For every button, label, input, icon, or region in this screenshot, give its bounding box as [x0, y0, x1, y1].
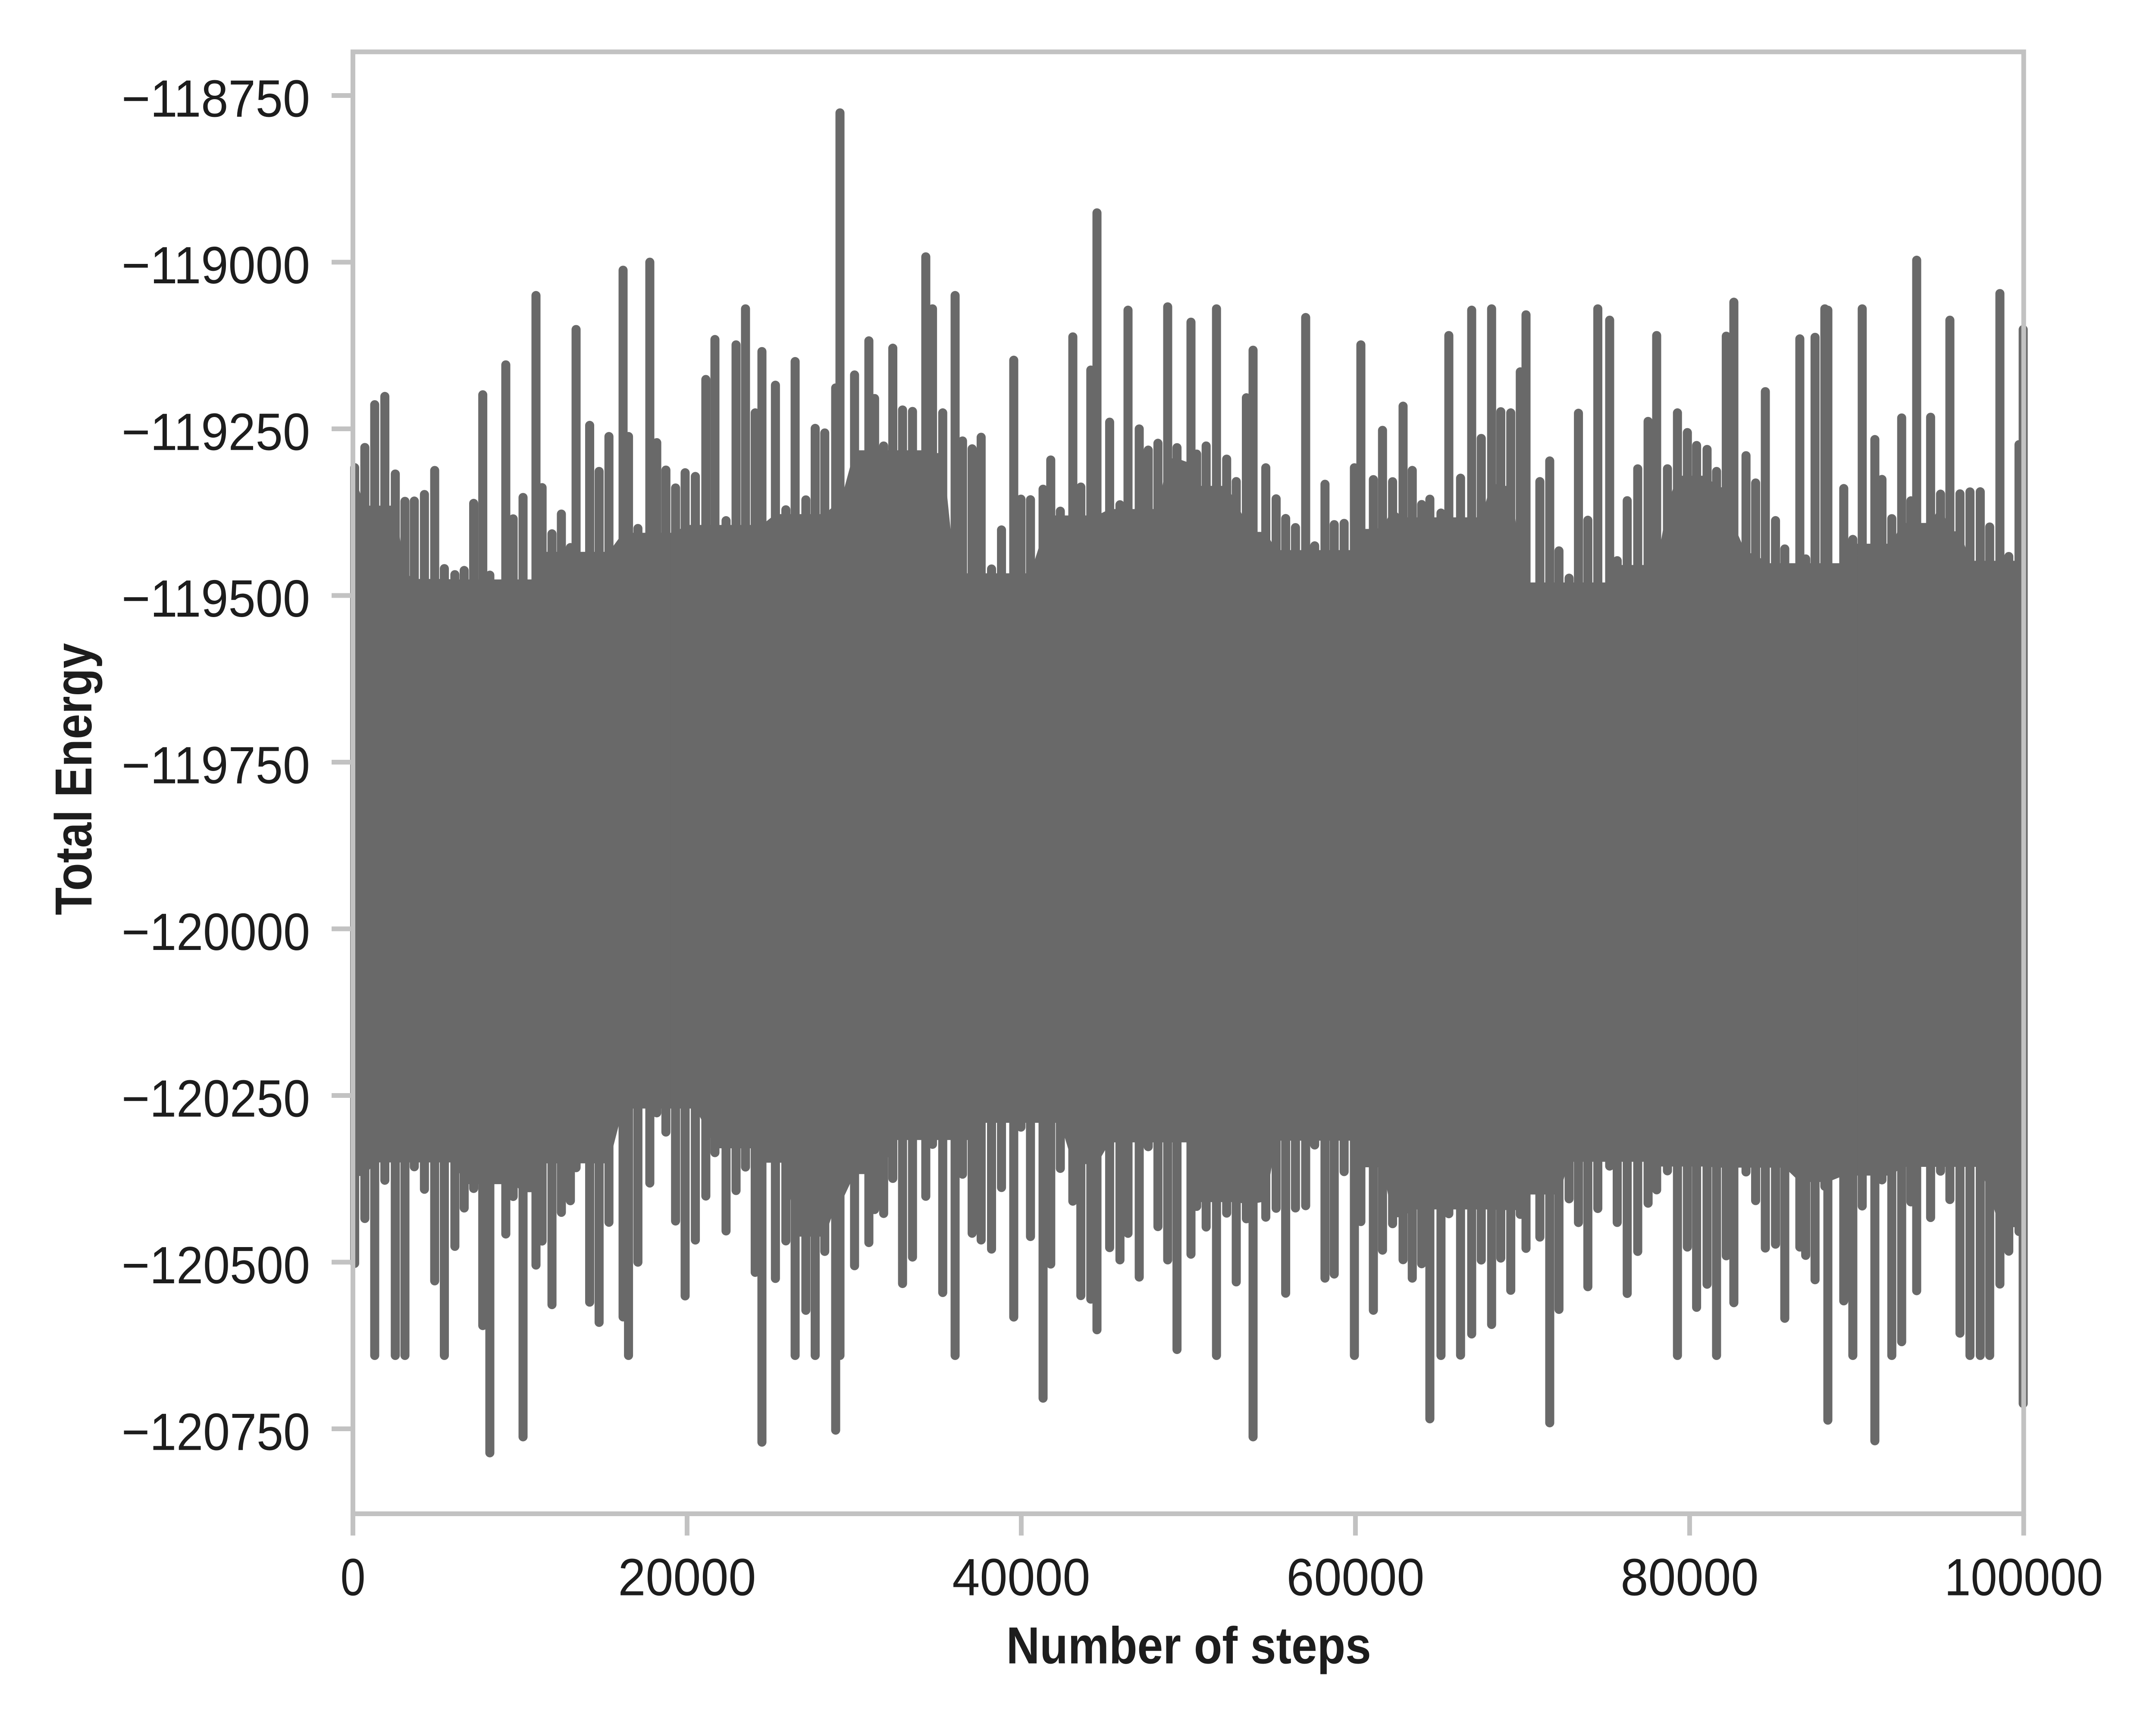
- svg-text:0: 0: [341, 1548, 366, 1607]
- svg-text:100000: 100000: [1944, 1548, 2103, 1607]
- svg-text:60000: 60000: [1286, 1548, 1424, 1607]
- svg-text:−120250: −120250: [122, 1069, 310, 1128]
- svg-text:−119000: −119000: [122, 236, 310, 295]
- svg-text:Number of steps: Number of steps: [1006, 1616, 1371, 1675]
- svg-text:Total Energy: Total Energy: [44, 643, 103, 915]
- svg-text:−119250: −119250: [122, 403, 310, 461]
- svg-text:−120500: −120500: [122, 1236, 310, 1294]
- svg-text:20000: 20000: [618, 1548, 756, 1607]
- svg-text:−118750: −118750: [122, 69, 310, 128]
- svg-text:−119500: −119500: [122, 569, 310, 628]
- svg-text:80000: 80000: [1620, 1548, 1758, 1607]
- svg-text:−120750: −120750: [122, 1403, 310, 1461]
- svg-text:40000: 40000: [952, 1548, 1090, 1607]
- svg-text:−119750: −119750: [122, 736, 310, 795]
- svg-text:−120000: −120000: [122, 903, 310, 961]
